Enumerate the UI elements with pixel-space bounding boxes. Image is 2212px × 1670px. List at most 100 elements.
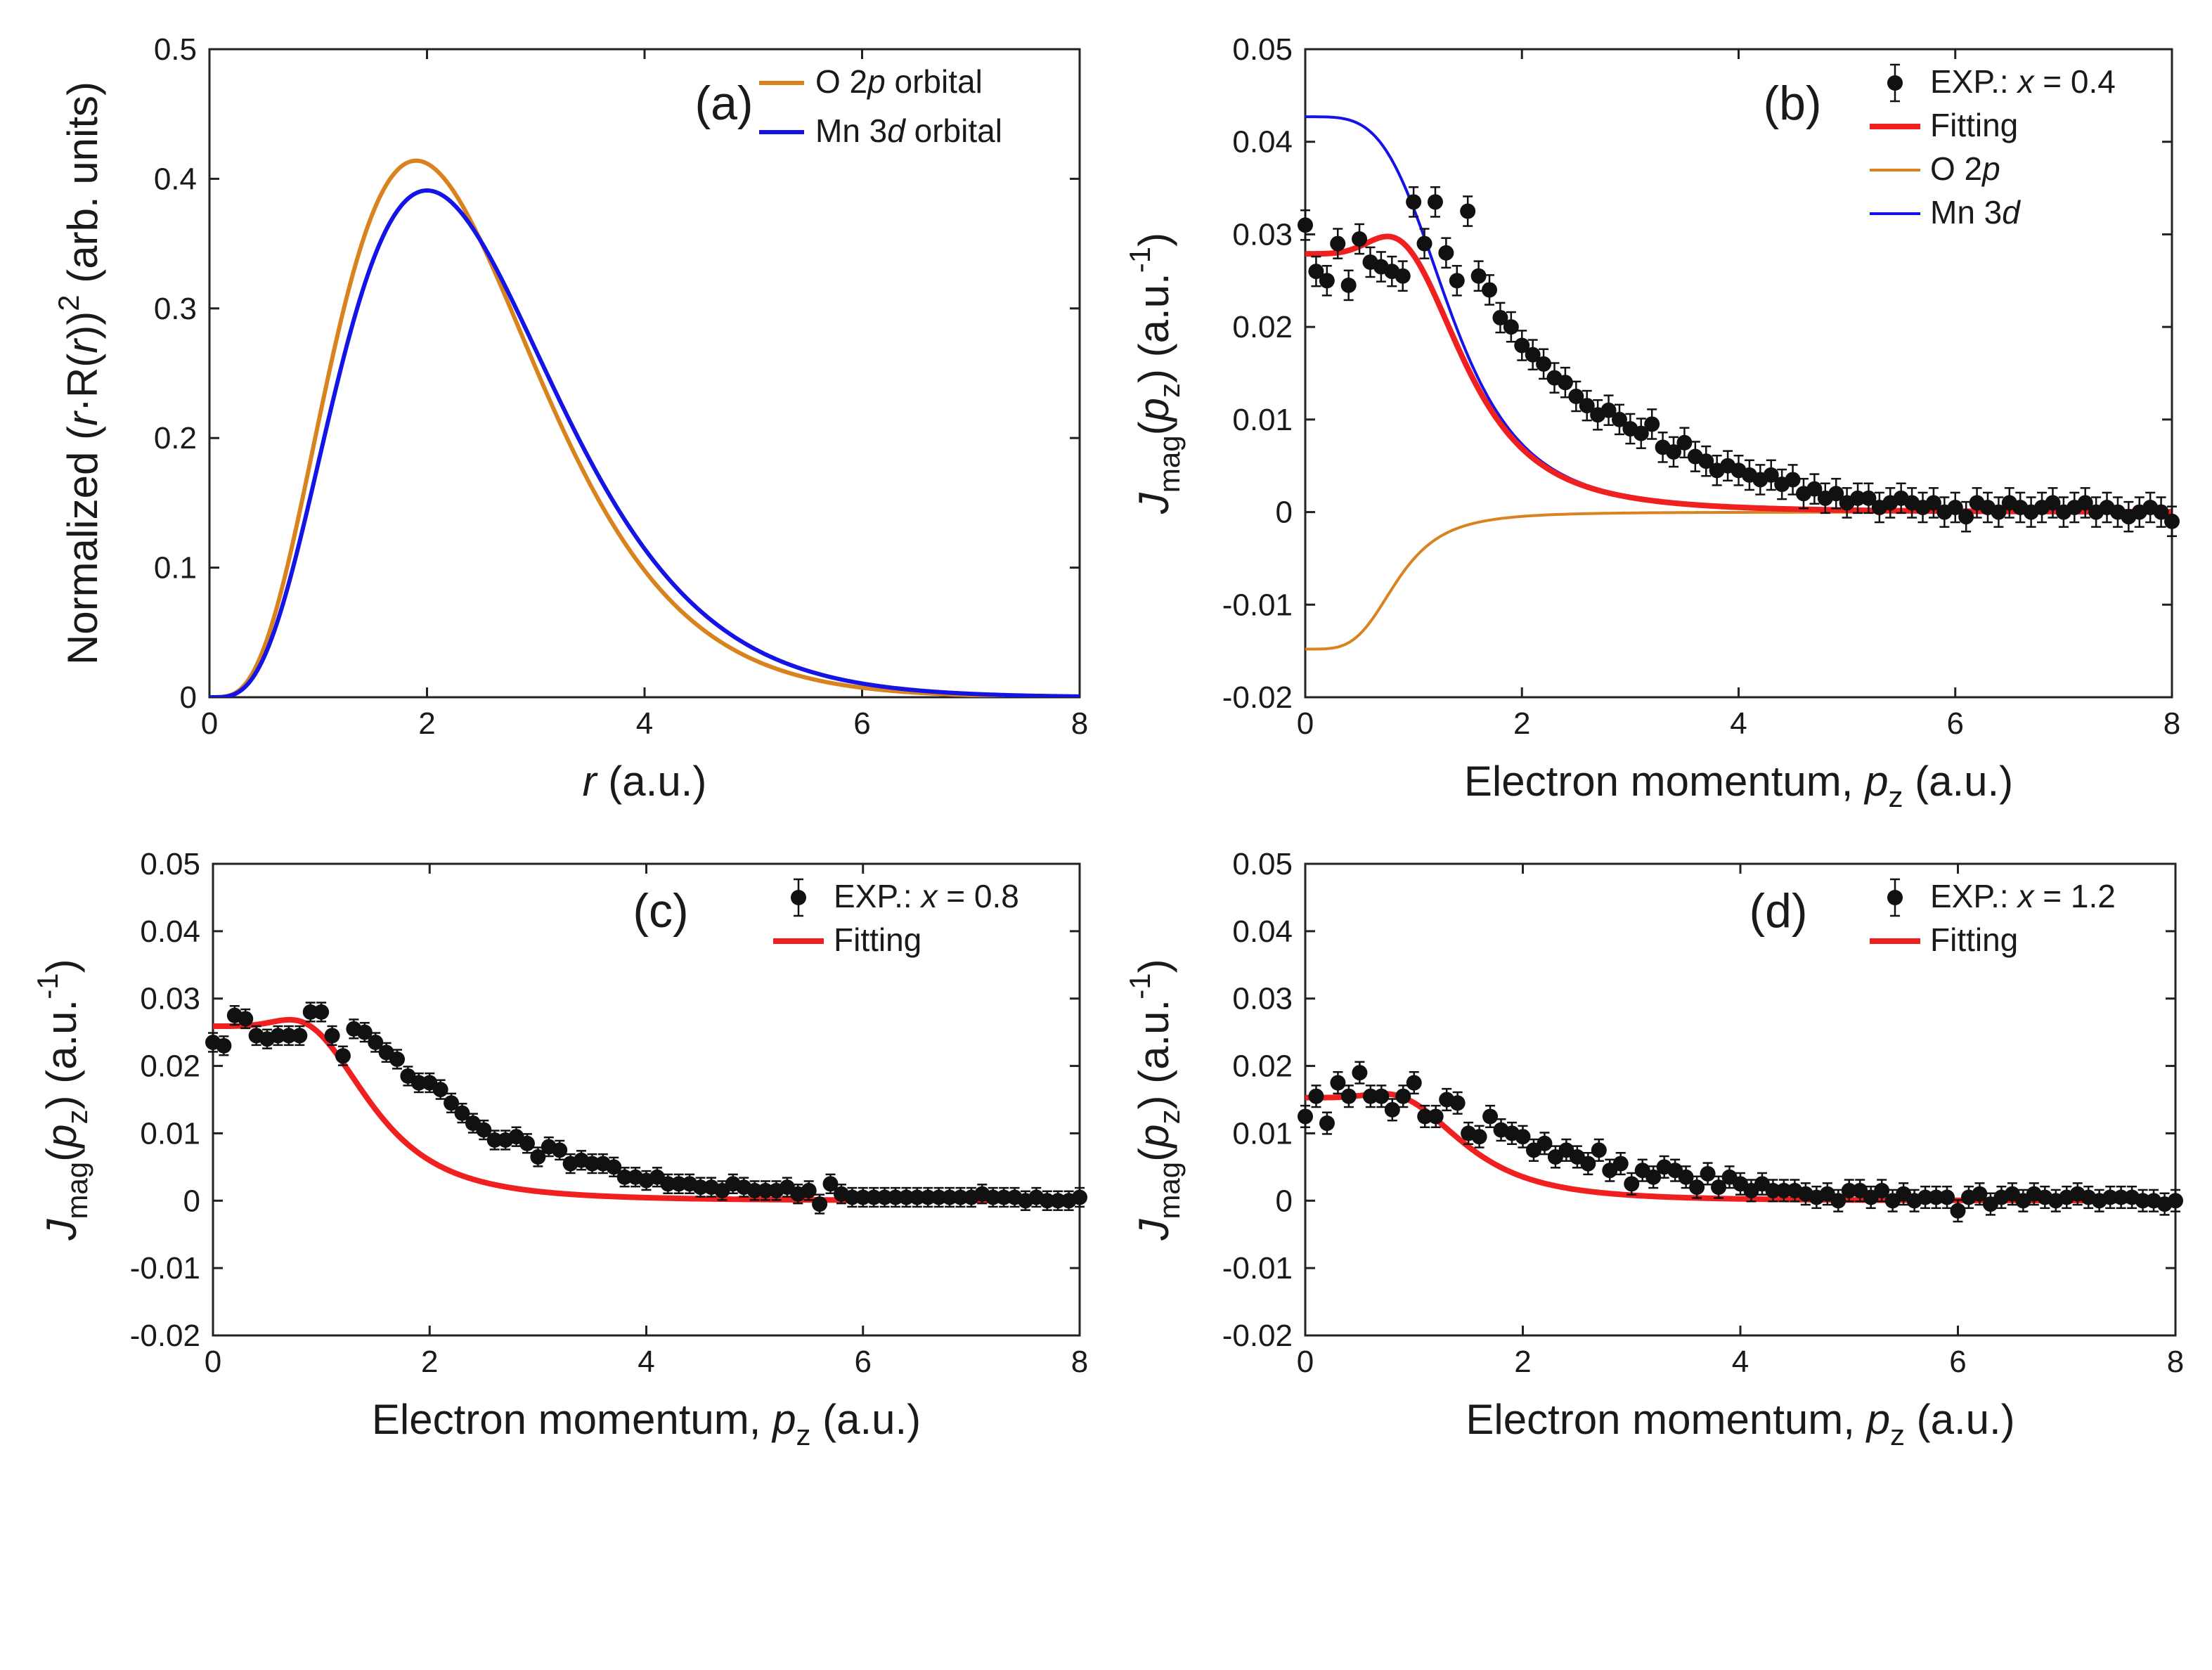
marker (1395, 1088, 1411, 1104)
y-tick-label: 0.02 (140, 1049, 200, 1084)
data-point (1340, 1085, 1357, 1108)
data-point (1591, 1138, 1607, 1162)
y-tick-label: -0.01 (130, 1251, 200, 1286)
y-tick-label: 0.2 (154, 421, 197, 455)
marker (801, 1182, 817, 1198)
data-point (801, 1180, 817, 1201)
marker (1611, 411, 1627, 427)
marker (1298, 1108, 1313, 1125)
data-point (1612, 1151, 1629, 1176)
data-point (292, 1025, 308, 1047)
marker (1395, 268, 1411, 284)
data-point (519, 1133, 535, 1154)
data-point (1319, 1111, 1335, 1135)
marker (410, 1075, 427, 1091)
marker (1624, 1176, 1640, 1192)
marker (1352, 1065, 1368, 1081)
marker (1416, 235, 1432, 252)
data-point (1763, 459, 1779, 491)
marker (1384, 1101, 1400, 1118)
data-point (1406, 186, 1422, 218)
data-point (1298, 209, 1313, 241)
marker (616, 1169, 633, 1185)
marker (1991, 504, 2007, 520)
data-point (410, 1072, 427, 1094)
marker (1950, 1203, 1966, 1219)
marker (476, 1122, 492, 1138)
data-point (1600, 394, 1617, 427)
data-point (996, 1186, 1012, 1208)
marker (1600, 402, 1617, 418)
legend-entry: O 2p orbital (815, 63, 983, 100)
data-point (1395, 260, 1411, 292)
marker (1711, 1179, 1727, 1196)
data-point (1611, 403, 1627, 436)
legend-entry: O 2p (1930, 150, 2000, 187)
marker (1362, 1088, 1378, 1104)
y-tick-label: 0.03 (140, 982, 200, 1016)
data-point (1765, 1179, 1781, 1203)
marker (1514, 337, 1530, 354)
x-tick-label: 4 (638, 1345, 654, 1379)
y-tick-label: 0.01 (1232, 1116, 1293, 1151)
marker (1785, 472, 1801, 488)
marker (356, 1024, 373, 1040)
marker (1806, 481, 1823, 497)
marker (1308, 264, 1324, 280)
marker (1689, 1179, 1705, 1196)
x-tick-label: 8 (2164, 706, 2180, 741)
marker (822, 1176, 839, 1192)
legend: EXP.: x = 0.4 Fitting O 2p Mn 3d (1870, 63, 2116, 231)
x-tick-label: 6 (855, 1345, 872, 1379)
x-tick-label: 0 (1297, 706, 1314, 741)
panel-b: 0 2 4 6 8 -0.02 -0.01 0 0.01 0.02 0.03 0.04 0.05 Elec… (1123, 32, 2180, 813)
data-point (280, 1025, 297, 1047)
marker (1352, 231, 1368, 247)
marker (671, 1176, 687, 1192)
marker (2164, 513, 2180, 529)
data-point (1352, 223, 1368, 255)
data-point (887, 1186, 903, 1208)
marker (324, 1028, 340, 1044)
data-point (1917, 1185, 1934, 1210)
x-tick-label: 2 (1513, 706, 1530, 741)
data-point (476, 1119, 492, 1141)
data-point (1416, 228, 1432, 259)
data-point (1950, 1199, 1966, 1223)
x-tick-label: 4 (1730, 706, 1747, 741)
data-point (1991, 496, 2007, 528)
data-point (1482, 274, 1498, 306)
data-point (920, 1186, 936, 1208)
data-point (1514, 330, 1530, 361)
marker (302, 1004, 318, 1020)
data-point (1645, 1165, 1662, 1189)
y-tick-label: 0.3 (154, 292, 197, 326)
y-tick-label: 0.04 (1232, 914, 1293, 949)
data-point (335, 1045, 351, 1066)
marker (1319, 273, 1335, 289)
data-point (942, 1186, 958, 1208)
data-point (356, 1021, 373, 1043)
data-point (746, 1180, 763, 1201)
x-axis-label: Electron momentum, pz (a.u.) (1464, 758, 2013, 813)
marker (238, 1011, 254, 1027)
y-tick-label: 0.4 (154, 162, 197, 196)
marker (931, 1189, 947, 1205)
marker (746, 1182, 763, 1198)
data-point (1939, 1185, 1955, 1210)
data-point (1580, 1151, 1596, 1176)
data-point (1700, 1162, 1716, 1186)
data-point (1776, 1179, 1792, 1203)
data-point (1515, 1125, 1531, 1148)
y-tick-label: 0 (1276, 496, 1293, 530)
data-point (1352, 1061, 1368, 1085)
y-tick-label: 0.02 (1232, 1049, 1293, 1084)
data-point (454, 1103, 470, 1124)
legend-entry: Mn 3d (1930, 194, 2021, 231)
data-point (1308, 1085, 1324, 1108)
marker (270, 1028, 286, 1044)
data-point (909, 1186, 925, 1208)
x-tick-label: 0 (201, 706, 218, 741)
marker (1947, 499, 1963, 515)
data-point (1460, 195, 1476, 227)
